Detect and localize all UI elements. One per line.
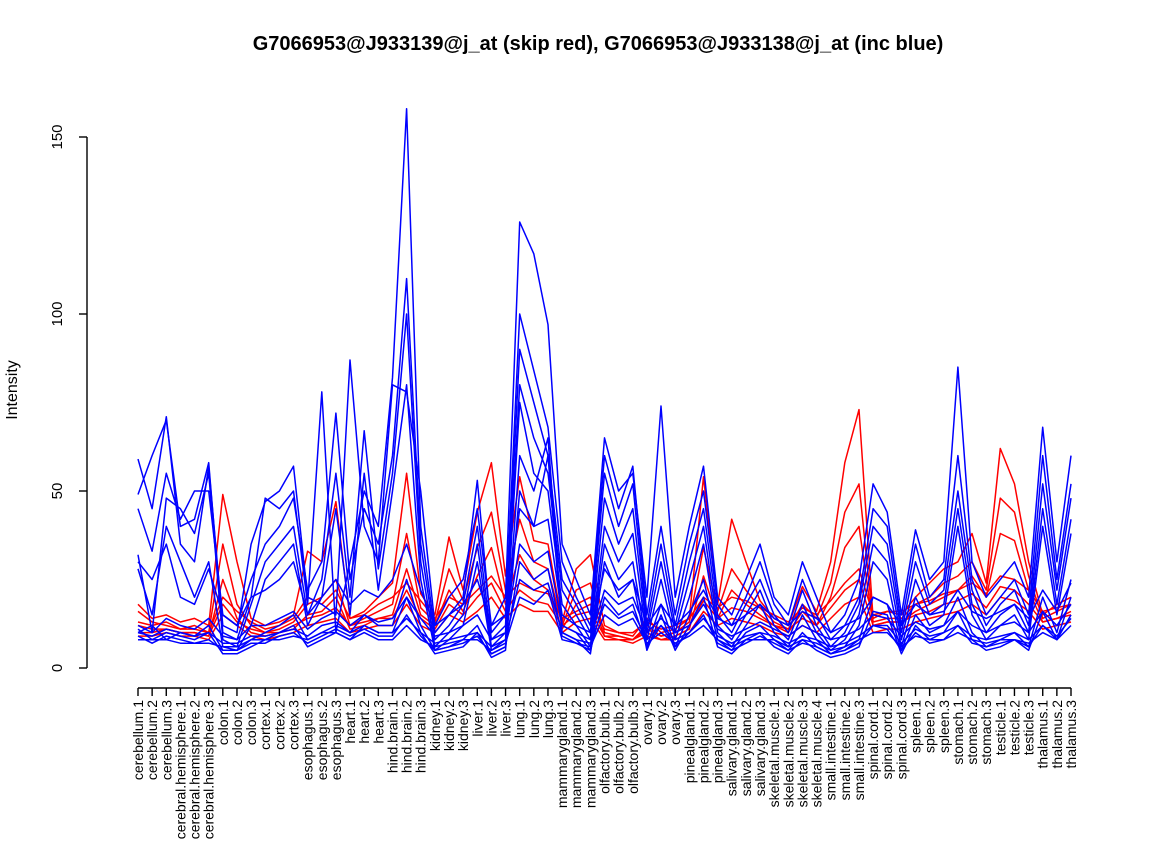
- x-tick-label: stomach.1: [950, 700, 966, 765]
- x-tick-label: small.intestine.2: [837, 700, 853, 801]
- y-tick-label: 100: [49, 301, 66, 326]
- x-tick-label: hind.brain.1: [384, 700, 400, 773]
- inc-series-line: [137, 107, 1072, 641]
- x-tick-label: pinealgland.3: [710, 700, 726, 784]
- x-tick-label: skeletal.muscle.1: [766, 700, 782, 808]
- x-tick-label: heart.1: [342, 700, 358, 744]
- x-tick-label: kidney.3: [455, 700, 471, 751]
- x-tick-label: heart.3: [370, 700, 386, 744]
- x-tick-label: skeletal.muscle.2: [780, 700, 796, 808]
- x-tick-label: kidney.2: [441, 700, 457, 751]
- inc-series-line: [137, 543, 1072, 641]
- x-tick-label: lung.2: [526, 700, 542, 738]
- inc-series-line: [137, 507, 1072, 634]
- x-tick-label: pinealgland.1: [681, 700, 697, 784]
- x-tick-label: salivary.gland.3: [752, 700, 768, 796]
- x-tick-label: testicle.2: [1006, 700, 1022, 755]
- chart-title: G7066953@J933139@j_at (skip red), G70669…: [253, 33, 944, 55]
- x-tick-label: olfactory.bulb.3: [625, 700, 641, 794]
- inc-series-line: [137, 277, 1072, 648]
- x-tick-label: mammarygland.1: [554, 700, 570, 808]
- x-tick-label: cerebral.hemisphere.1: [172, 700, 188, 840]
- x-tick-label: liver.2: [483, 700, 499, 737]
- y-tick-label: 0: [49, 664, 66, 672]
- x-tick-label: esophagus.3: [328, 700, 344, 780]
- x-tick-label: cerebellum.3: [158, 700, 174, 780]
- y-axis-label: Intensity: [4, 360, 21, 420]
- x-tick-label: thalamus.3: [1063, 700, 1079, 769]
- x-tick-label: mammarygland.2: [568, 700, 584, 808]
- x-tick-label: stomach.3: [978, 700, 994, 765]
- x-tick-label: cortex.2: [271, 700, 287, 750]
- inc-series-line: [137, 221, 1072, 634]
- x-tick-label: colon.1: [215, 700, 231, 745]
- x-tick-label: thalamus.2: [1049, 700, 1065, 769]
- x-tick-label: hind.brain.3: [413, 700, 429, 773]
- x-tick-label: salivary.gland.1: [724, 700, 740, 796]
- inc-series-line: [137, 437, 1072, 655]
- x-tick-label: small.intestine.1: [823, 700, 839, 801]
- x-tick-label: stomach.2: [964, 700, 980, 765]
- inc-series-line: [137, 384, 1072, 655]
- x-tick-label: cortex.1: [257, 700, 273, 750]
- x-tick-label: spleen.3: [936, 700, 952, 753]
- x-tick-label: colon.2: [229, 700, 245, 745]
- y-tick-label: 150: [49, 124, 66, 149]
- x-tick-label: lung.1: [512, 700, 528, 738]
- x-tick-label: ovary.3: [667, 700, 683, 745]
- inc-series-line: [137, 313, 1072, 652]
- x-tick-label: esophagus.1: [300, 700, 316, 780]
- x-tick-label: cerebral.hemisphere.2: [187, 700, 203, 840]
- x-tick-label: lung.3: [540, 700, 556, 738]
- x-tick-label: kidney.1: [427, 700, 443, 751]
- x-tick-label: cortex.3: [286, 700, 302, 750]
- y-axis: 0 50 100 150: [49, 124, 88, 672]
- x-tick-label: spinal.cord.3: [893, 700, 909, 780]
- inc-series-line: [137, 454, 1072, 659]
- x-tick-label: skeletal.muscle.4: [809, 700, 825, 808]
- x-tick-label: hind.brain.2: [399, 700, 415, 773]
- x-tick-label: spinal.cord.2: [879, 700, 895, 780]
- x-tick-label: testicle.3: [1021, 700, 1037, 755]
- x-tick-label: esophagus.2: [314, 700, 330, 780]
- x-axis: cerebellum.1cerebellum.2cerebellum.3cere…: [130, 687, 1079, 840]
- inc-series-line: [137, 578, 1072, 648]
- x-tick-label: liver.3: [498, 700, 514, 737]
- x-tick-label: salivary.gland.2: [738, 700, 754, 796]
- x-tick-label: ovary.1: [639, 700, 655, 745]
- x-tick-label: mammarygland.3: [582, 700, 598, 808]
- x-tick-label: liver.1: [469, 700, 485, 737]
- x-tick-label: skeletal.muscle.3: [794, 700, 810, 808]
- x-tick-label: cerebral.hemisphere.3: [201, 700, 217, 840]
- x-tick-label: colon.3: [243, 700, 259, 745]
- y-tick-label: 50: [49, 483, 66, 500]
- x-tick-label: olfactory.bulb.2: [611, 700, 627, 794]
- x-tick-label: testicle.1: [992, 700, 1008, 755]
- x-tick-label: spleen.1: [908, 700, 924, 753]
- x-tick-label: pinealgland.2: [695, 700, 711, 784]
- x-tick-label: small.intestine.3: [851, 700, 867, 801]
- x-tick-label: cerebellum.1: [130, 700, 146, 780]
- x-tick-label: cerebellum.2: [144, 700, 160, 780]
- x-tick-label: olfactory.bulb.1: [597, 700, 613, 794]
- x-tick-label: heart.2: [356, 700, 372, 744]
- series-group: [137, 107, 1072, 659]
- x-tick-label: ovary.2: [653, 700, 669, 745]
- inc-series-line: [138, 589, 1072, 652]
- x-tick-label: spleen.2: [922, 700, 938, 753]
- x-tick-label: spinal.cord.1: [865, 700, 881, 780]
- inc-series-line: [137, 561, 1072, 655]
- x-tick-label: thalamus.1: [1035, 700, 1051, 769]
